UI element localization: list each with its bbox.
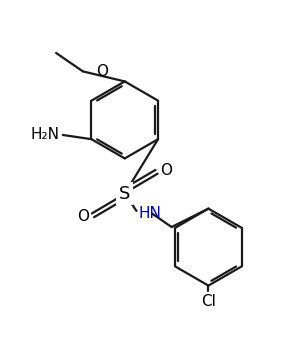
Text: O: O — [96, 64, 108, 79]
Text: Cl: Cl — [201, 294, 216, 309]
Text: O: O — [78, 210, 90, 225]
Text: H₂N: H₂N — [30, 127, 59, 142]
Text: O: O — [160, 163, 172, 178]
Text: HN: HN — [138, 206, 161, 221]
Text: S: S — [119, 185, 130, 202]
